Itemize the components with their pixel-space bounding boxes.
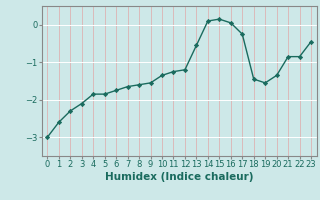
X-axis label: Humidex (Indice chaleur): Humidex (Indice chaleur) xyxy=(105,172,253,182)
